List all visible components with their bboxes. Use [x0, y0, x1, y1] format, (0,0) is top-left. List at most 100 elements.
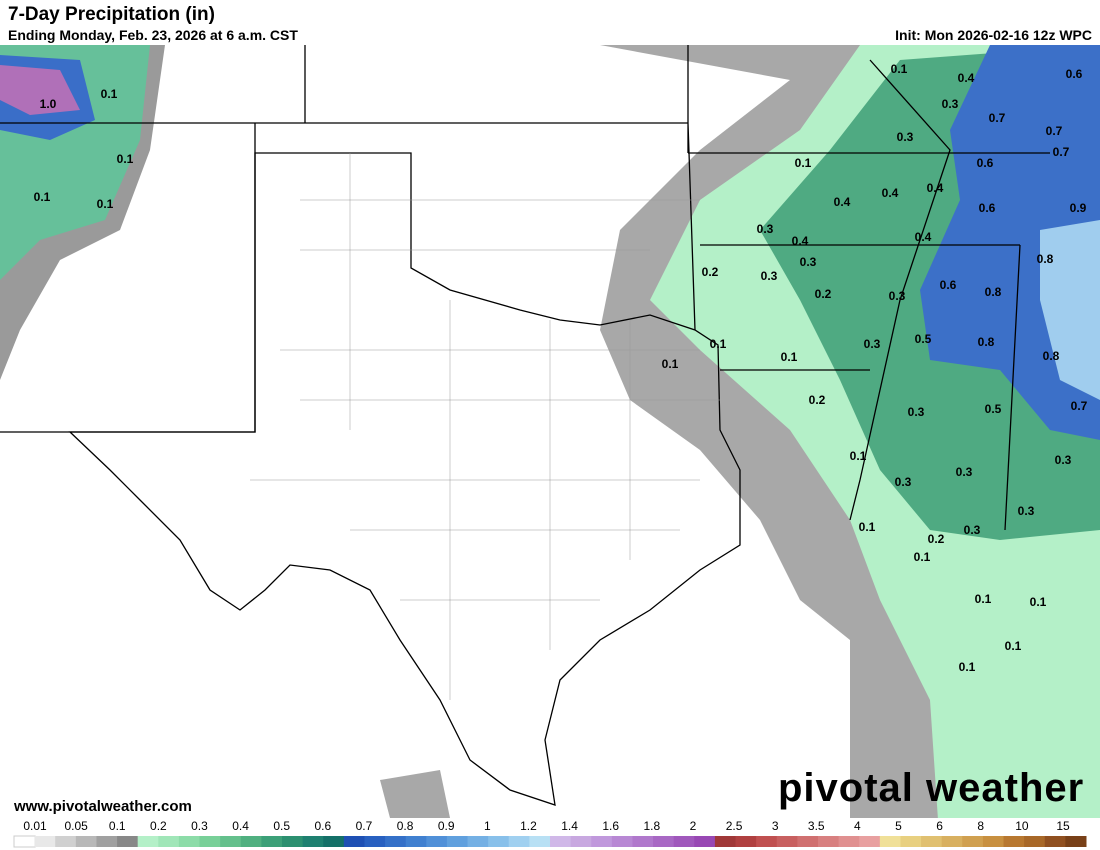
legend-swatch — [611, 836, 633, 847]
legend-swatch — [879, 836, 901, 847]
map-value-label: 0.6 — [1066, 67, 1083, 81]
legend-swatch — [1065, 836, 1087, 847]
legend-label: 2.5 — [726, 819, 743, 833]
legend-swatch — [302, 836, 324, 847]
legend-swatch — [158, 836, 180, 847]
legend-swatch — [550, 836, 572, 847]
map-value-label: 0.6 — [979, 201, 996, 215]
website: www.pivotalweather.com — [14, 798, 192, 815]
map-value-label: 0.5 — [985, 402, 1002, 416]
map-value-label: 0.1 — [1030, 595, 1047, 609]
legend-swatch — [962, 836, 984, 847]
map-value-label: 0.3 — [1055, 453, 1072, 467]
map-value-label: 0.1 — [850, 449, 867, 463]
subtitle: Ending Monday, Feb. 23, 2026 at 6 a.m. C… — [8, 27, 298, 43]
map-value-label: 0.3 — [800, 255, 817, 269]
legend-swatch — [1003, 836, 1025, 847]
legend-swatch — [178, 836, 201, 847]
legend-swatch — [653, 836, 675, 847]
legend-label: 3.5 — [808, 819, 825, 833]
legend-label: 1.8 — [643, 819, 660, 833]
map-value-label: 0.3 — [1018, 504, 1035, 518]
legend-label: 1.4 — [561, 819, 578, 833]
map-value-label: 0.3 — [942, 97, 959, 111]
legend-swatch — [199, 836, 221, 847]
legend-swatch — [570, 836, 592, 847]
legend-swatch — [756, 836, 778, 847]
state-line — [0, 45, 1050, 531]
map-value-label: 0.2 — [702, 265, 719, 279]
legend-swatch — [385, 836, 407, 847]
map-value-label: 0.1 — [891, 62, 908, 76]
map-value-label: 0.1 — [975, 592, 992, 606]
map-value-label: 0.2 — [928, 532, 945, 546]
legend-swatch — [921, 836, 943, 847]
legend-label: 0.7 — [356, 819, 373, 833]
legend-swatch — [859, 836, 881, 847]
legend-swatch — [13, 835, 36, 848]
map-value-label: 0.6 — [977, 156, 994, 170]
legend-swatch — [673, 836, 695, 847]
legend-swatch — [797, 836, 819, 847]
map-value-label: 0.1 — [859, 520, 876, 534]
legend-swatch — [343, 836, 365, 847]
legend-label: 1.6 — [602, 819, 619, 833]
legend-label: 0.05 — [64, 819, 88, 833]
legend-swatch — [488, 836, 510, 847]
legend-swatch — [117, 836, 139, 847]
legend-label: 0.9 — [438, 819, 455, 833]
legend-swatch — [982, 836, 1005, 847]
legend-label: 0.3 — [191, 819, 208, 833]
legend-swatch — [714, 836, 737, 847]
map-value-label: 0.8 — [1037, 252, 1054, 266]
map-value-label: 0.1 — [914, 550, 931, 564]
map-value-label: 0.1 — [795, 156, 812, 170]
map-value-label: 0.3 — [895, 475, 912, 489]
map-value-label: 0.3 — [889, 289, 906, 303]
legend-swatch — [323, 836, 345, 847]
map-value-label: 0.1 — [1005, 639, 1022, 653]
legend-swatch — [75, 836, 97, 847]
legend-label: 0.5 — [273, 819, 290, 833]
legend-label: 5 — [895, 819, 902, 833]
map-value-label: 0.8 — [985, 285, 1002, 299]
county-lines — [250, 153, 720, 700]
legend-swatch — [776, 836, 798, 847]
map-value-label: 0.4 — [915, 230, 932, 244]
legend-label: 6 — [936, 819, 943, 833]
legend-swatch — [529, 836, 551, 847]
legend-label: 10 — [1015, 819, 1029, 833]
map-value-label: 0.1 — [959, 660, 976, 674]
map-value-label: 0.4 — [958, 71, 975, 85]
map-value-label: 0.1 — [97, 197, 114, 211]
legend-label: 0.4 — [232, 819, 249, 833]
map-value-label: 0.4 — [882, 186, 899, 200]
shade-purple — [0, 65, 80, 115]
map-value-label: 0.3 — [964, 523, 981, 537]
legend-swatch — [1024, 836, 1046, 847]
legend-swatch — [508, 836, 530, 847]
legend-label: 0.8 — [397, 819, 414, 833]
legend-label: 1 — [484, 819, 491, 833]
legend-swatch — [591, 836, 613, 847]
map-value-label: 0.7 — [1071, 399, 1088, 413]
map-labels: 0.1 0.4 0.6 0.3 0.7 0.3 0.7 0.7 0.1 0.6 0.4 0.4 0.4 0… — [34, 62, 1088, 674]
map-value-label: 0.3 — [897, 130, 914, 144]
legend-swatch — [1044, 836, 1066, 847]
map-value-label: 0.1 — [662, 357, 679, 371]
legend-label: 0.01 — [23, 819, 47, 833]
map-value-label: 1.0 — [40, 97, 57, 111]
legend-label: 3 — [772, 819, 779, 833]
map-value-label: 0.7 — [1053, 145, 1070, 159]
map-value-label: 0.4 — [834, 195, 851, 209]
legend-swatch — [96, 836, 118, 847]
map-value-label: 0.7 — [1046, 124, 1063, 138]
legend-swatch — [446, 836, 469, 847]
map-value-label: 0.6 — [940, 278, 957, 292]
legend-swatch — [467, 836, 489, 847]
map-value-label: 0.9 — [1070, 201, 1087, 215]
legend-swatch — [34, 836, 56, 847]
legend-swatch — [261, 836, 283, 847]
map-value-label: 0.1 — [101, 87, 118, 101]
